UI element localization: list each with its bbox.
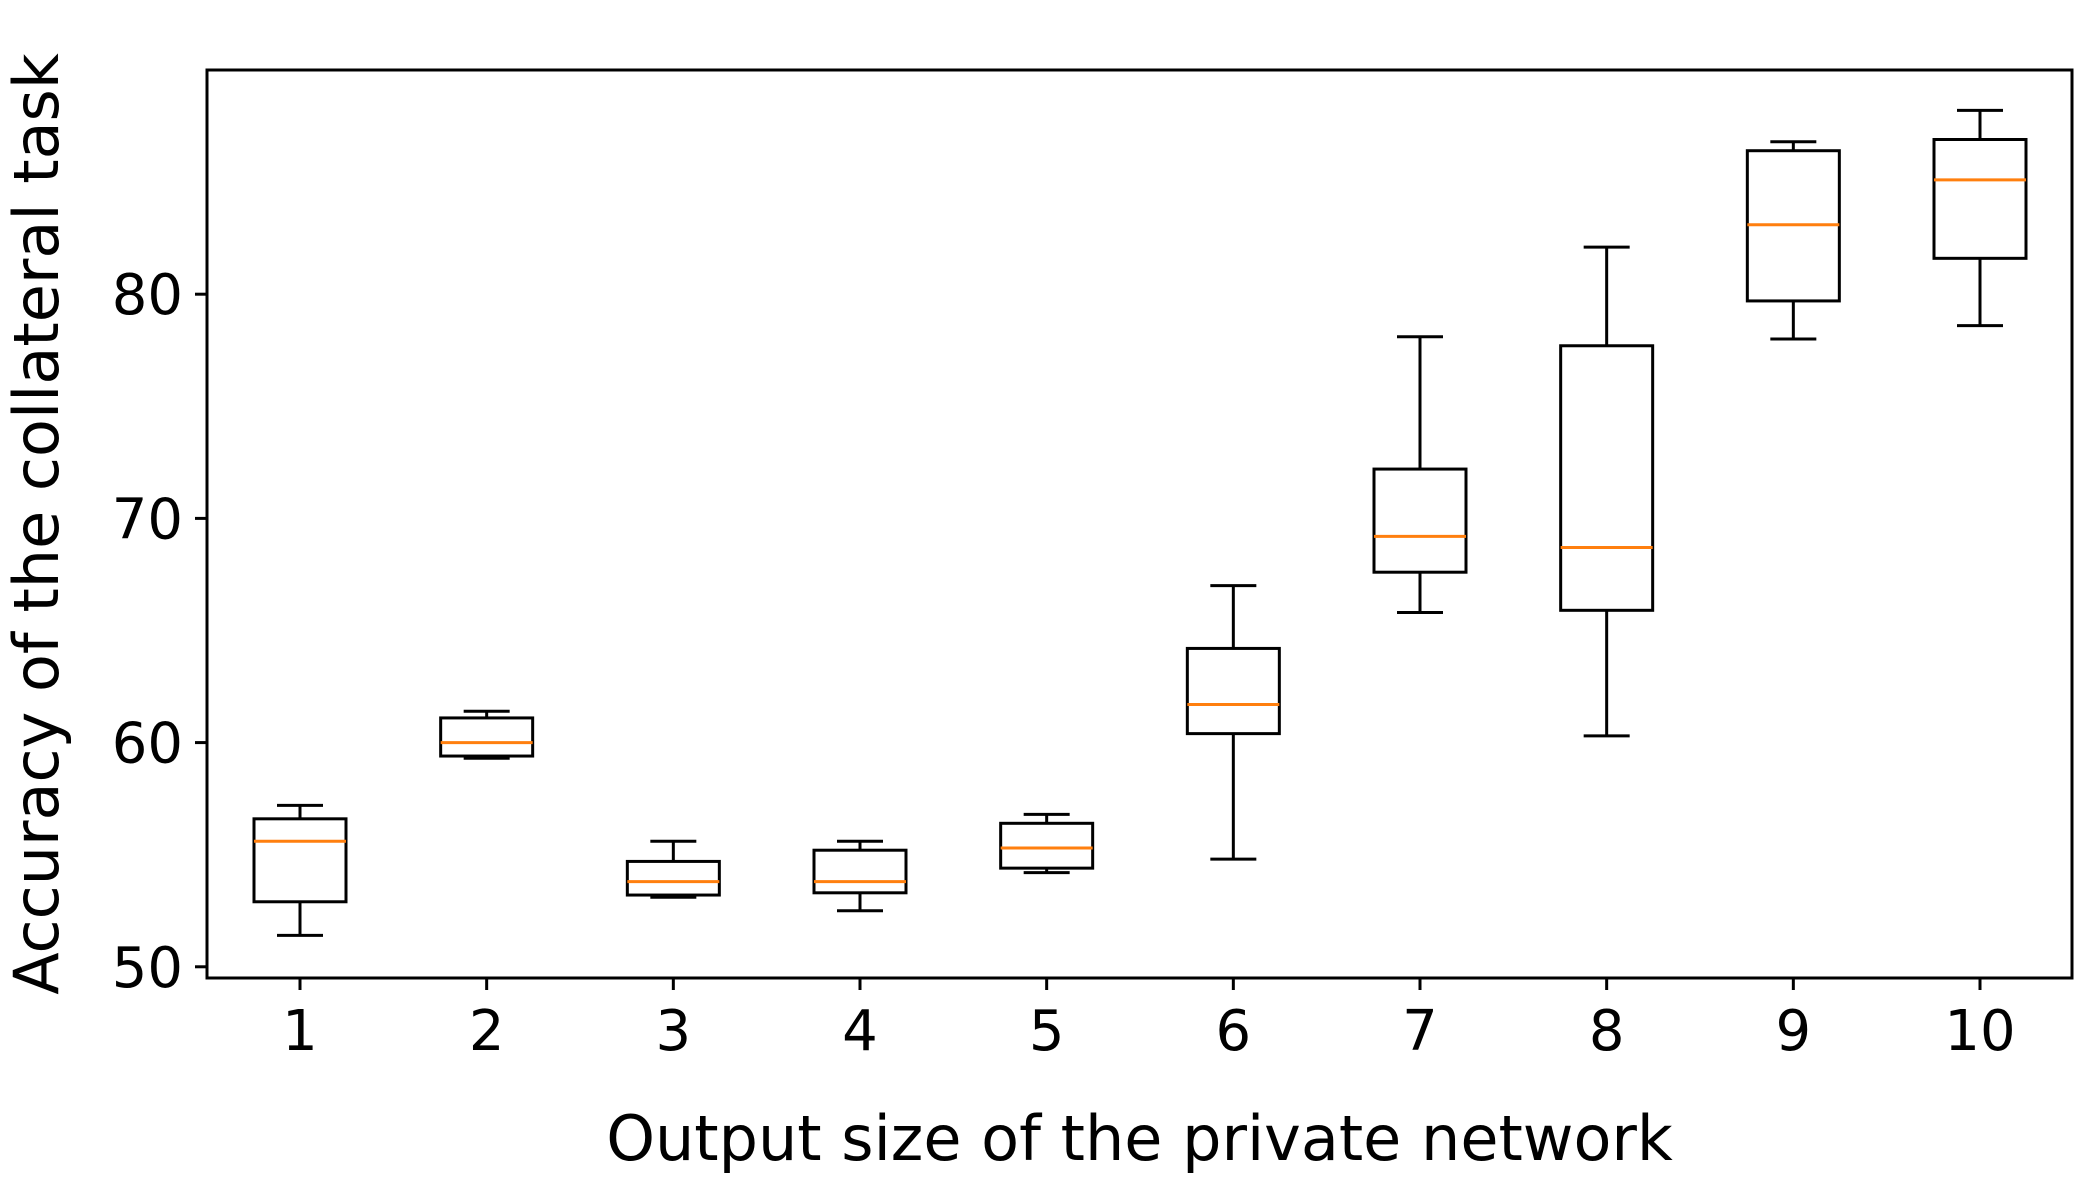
y-tick-label: 80 [112,263,183,328]
box-3 [625,839,721,899]
box-2 [439,709,535,760]
x-tick-label: 4 [842,999,878,1064]
x-tick-label: 10 [1944,999,2015,1064]
box-iqr [439,716,535,758]
plot-area-frame [205,68,2074,980]
box-7 [1372,335,1468,615]
y-axis-title: Accuracy of the collateral task [0,53,73,995]
box-iqr [1932,138,2028,260]
x-tick-label: 9 [1776,999,1812,1064]
box-iqr [1559,344,1655,612]
box-iqr [625,859,721,897]
box-iqr [812,848,908,895]
x-axis-ticks: 1 2 3 4 5 6 7 8 9 10 [282,978,2016,1064]
x-tick-label: 1 [282,999,318,1064]
y-axis-ticks: 50 60 70 80 [112,263,207,1001]
box-9 [1745,140,1841,341]
x-tick-label: 7 [1402,999,1438,1064]
box-1 [252,803,348,937]
x-axis-title: Output size of the private network [606,1102,1673,1175]
x-tick-label: 6 [1216,999,1252,1064]
x-tick-label: 5 [1029,999,1065,1064]
plot-marks [252,108,2028,937]
box-5 [999,812,1095,875]
y-tick-label: 50 [112,936,183,1001]
y-tick-label: 70 [112,487,183,552]
box-iqr [1372,467,1468,574]
x-tick-label: 3 [656,999,692,1064]
x-tick-label: 2 [469,999,505,1064]
box-iqr [252,817,348,904]
box-10 [1932,108,2028,328]
box-6 [1185,584,1281,861]
box-8 [1559,245,1655,738]
y-tick-label: 60 [112,712,183,777]
box-4 [812,839,908,913]
box-iqr [999,821,1095,870]
x-tick-label: 8 [1589,999,1625,1064]
box-iqr [1185,646,1281,736]
